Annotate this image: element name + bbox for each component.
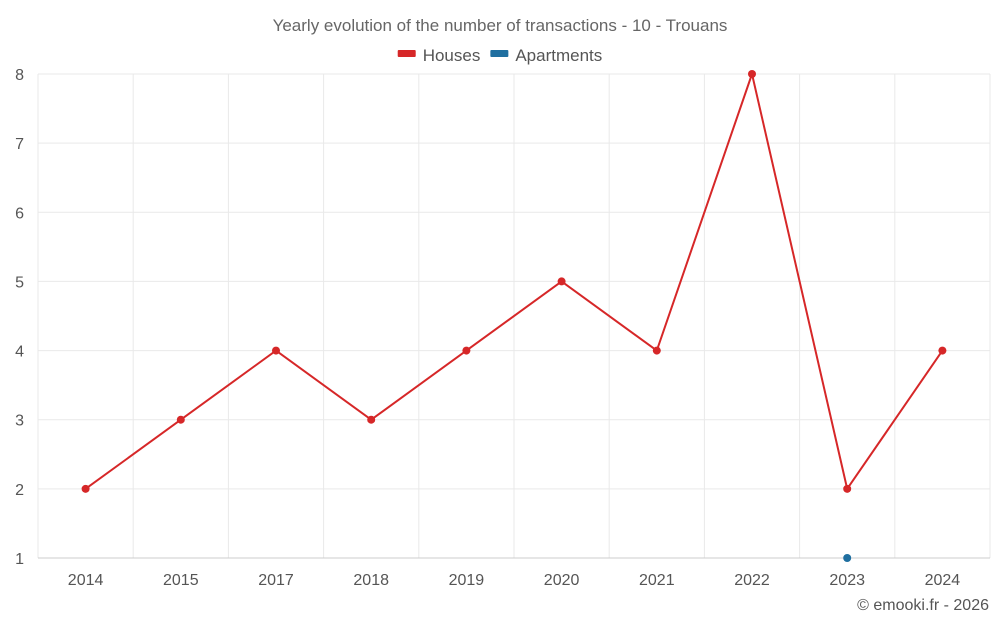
x-tick-label: 2020 [544, 572, 580, 589]
y-tick-label: 5 [15, 274, 24, 291]
data-point-apartments[interactable] [843, 554, 852, 562]
data-point-houses[interactable] [81, 484, 90, 493]
data-point-houses[interactable] [176, 415, 185, 424]
x-tick-label: 2014 [68, 572, 104, 589]
credit-text: © emooki.fr - 2026 [857, 597, 989, 614]
legend-swatch [490, 50, 509, 57]
data-point-houses[interactable] [272, 346, 280, 355]
data-point-houses[interactable] [462, 346, 471, 355]
x-tick-label: 2015 [163, 572, 199, 589]
y-tick-label: 3 [15, 413, 24, 430]
x-tick-label: 2021 [639, 572, 675, 589]
x-tick-label: 2023 [829, 572, 865, 589]
series-layer [81, 70, 947, 562]
data-point-houses[interactable] [367, 415, 376, 424]
y-tick-label: 7 [15, 136, 24, 153]
series-houses [81, 70, 947, 493]
x-tick-label: 2022 [734, 572, 770, 589]
data-point-houses[interactable] [938, 346, 947, 355]
legend-swatch [397, 50, 416, 57]
data-point-houses[interactable] [557, 277, 566, 286]
x-tick-label: 2018 [353, 572, 389, 589]
series-apartments [843, 554, 852, 562]
x-tick-label: 2024 [925, 572, 961, 589]
legend-label: Houses [423, 46, 481, 65]
legend-label: Apartments [515, 46, 602, 65]
y-tick-label: 4 [15, 344, 24, 361]
y-tick-label: 8 [15, 67, 24, 84]
chart-title: Yearly evolution of the number of transa… [273, 16, 728, 35]
x-tick-label: 2019 [449, 572, 485, 589]
y-tick-label: 6 [15, 205, 24, 222]
series-line-houses [85, 73, 944, 490]
legend-item-apartments[interactable]: Apartments [490, 46, 602, 65]
legend-item-houses[interactable]: Houses [397, 46, 481, 65]
y-tick-label: 1 [15, 551, 24, 568]
legend: Houses Apartments [397, 46, 602, 65]
data-point-houses[interactable] [748, 70, 756, 78]
x-tick-label: 2017 [258, 572, 294, 589]
y-axis-ticks: 1 2 3 4 5 6 7 8 [15, 67, 24, 568]
y-tick-label: 2 [15, 482, 24, 499]
data-point-houses[interactable] [843, 484, 852, 493]
x-axis-ticks: 2014 2015 2017 2018 2019 2020 2021 2022 2023 2024 [68, 572, 960, 589]
data-point-houses[interactable] [652, 346, 661, 355]
